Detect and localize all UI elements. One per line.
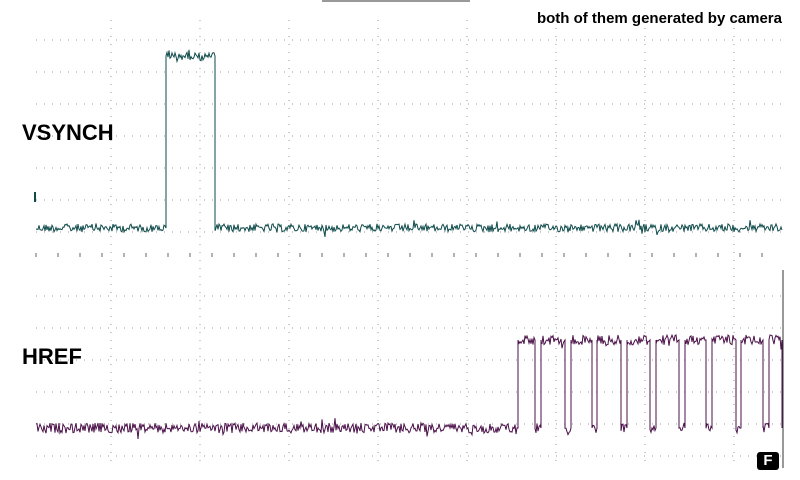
series-label-vsynch: VSYNCH [22, 120, 114, 145]
vsynch-trace-group [34, 49, 783, 237]
annotation-text: both of them generated by camera [536, 10, 782, 27]
href-trace-group [35, 333, 783, 439]
f-badge-icon: F [757, 452, 779, 470]
href-trace [35, 333, 783, 439]
series-label-href: HREF [22, 344, 82, 369]
graticule [35, 0, 784, 468]
vsynch-trace [35, 49, 783, 237]
